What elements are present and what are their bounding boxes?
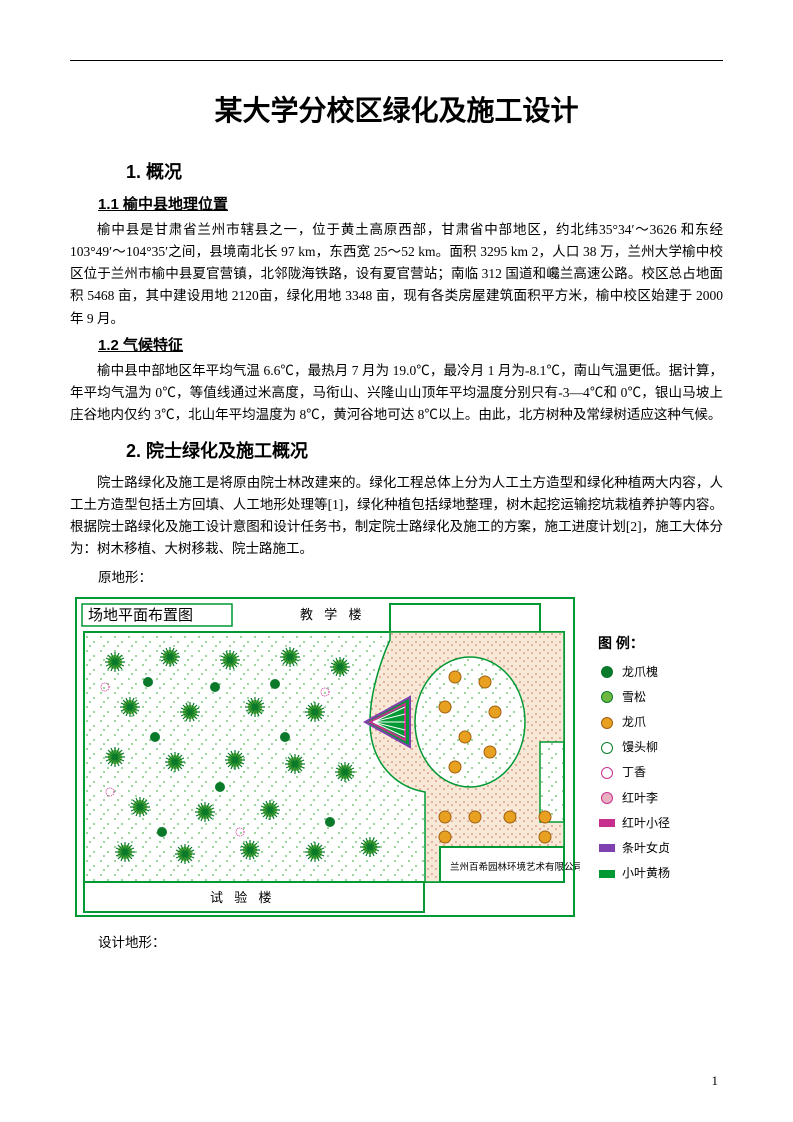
- section-1-2-para: 榆中县中部地区年平均气温 6.6℃，最热月 7 月为 19.0℃，最冷月 1 月…: [70, 360, 723, 427]
- legend-symbol: [598, 766, 616, 780]
- legend-symbol: [598, 816, 616, 830]
- legend-label: 小叶黄杨: [622, 864, 670, 883]
- legend-label: 馒头柳: [622, 738, 658, 757]
- credit-label: 兰州百希园林环境艺术有限公司: [450, 861, 580, 873]
- section-1-2-heading: 1.2 气候特征: [98, 334, 723, 358]
- legend-row: 红叶小径: [598, 814, 670, 833]
- legend-row: 红叶李: [598, 789, 670, 808]
- legend-label: 丁香: [622, 763, 646, 782]
- legend-symbol: [598, 690, 616, 704]
- legend-label: 龙爪: [622, 713, 646, 732]
- legend-label: 雪松: [622, 688, 646, 707]
- section-2-heading: 2. 院士绿化及施工概况: [126, 437, 723, 466]
- top-rule: [70, 60, 723, 61]
- section-2-para: 院士路绿化及施工是将原由院士林改建来的。绿化工程总体上分为人工土方造型和绿化种植…: [70, 472, 723, 561]
- legend-label: 龙爪槐: [622, 663, 658, 682]
- legend-label: 条叶女贞: [622, 839, 670, 858]
- legend-symbol: [598, 716, 616, 730]
- legend-symbol: [598, 741, 616, 755]
- diagram-title: 场地平面布置图: [88, 607, 193, 624]
- legend-row: 丁香: [598, 763, 670, 782]
- legend-symbol: [598, 867, 616, 881]
- section-1-1-heading: 1.1 榆中县地理位置: [98, 193, 723, 217]
- site-plan-svg-container: 场地平面布置图 教 学 楼 兰州百希园林环境艺术有限公司: [70, 592, 580, 922]
- legend-title: 图 例：: [598, 632, 670, 654]
- caption-before-diagram: 原地形：: [98, 567, 723, 589]
- caption-after-diagram: 设计地形：: [98, 932, 723, 954]
- site-plan-figure: 场地平面布置图 教 学 楼 兰州百希园林环境艺术有限公司: [70, 592, 723, 922]
- section-1-1-para: 榆中县是甘肃省兰州市辖县之一，位于黄土高原西部，甘肃省中部地区，约北纬35°34…: [70, 219, 723, 330]
- legend-row: 龙爪槐: [598, 663, 670, 682]
- legend: 图 例： 龙爪槐雪松龙爪馒头柳丁香红叶李红叶小径条叶女贞小叶黄杨: [598, 632, 670, 889]
- section-1-heading: 1. 概况: [126, 158, 723, 187]
- legend-symbol: [598, 791, 616, 805]
- legend-symbol: [598, 841, 616, 855]
- page-title: 某大学分校区绿化及施工设计: [70, 89, 723, 134]
- legend-row: 龙爪: [598, 713, 670, 732]
- legend-symbol: [598, 665, 616, 679]
- legend-row: 条叶女贞: [598, 839, 670, 858]
- legend-label: 红叶李: [622, 789, 658, 808]
- page-number: 1: [712, 1071, 719, 1092]
- legend-label: 红叶小径: [622, 814, 670, 833]
- legend-row: 雪松: [598, 688, 670, 707]
- legend-row: 馒头柳: [598, 738, 670, 757]
- bottom-building-label: 试 验 楼: [210, 890, 276, 905]
- top-building-label: 教 学 楼: [300, 607, 366, 622]
- site-plan-svg: 场地平面布置图 教 学 楼 兰州百希园林环境艺术有限公司: [70, 592, 580, 922]
- legend-row: 小叶黄杨: [598, 864, 670, 883]
